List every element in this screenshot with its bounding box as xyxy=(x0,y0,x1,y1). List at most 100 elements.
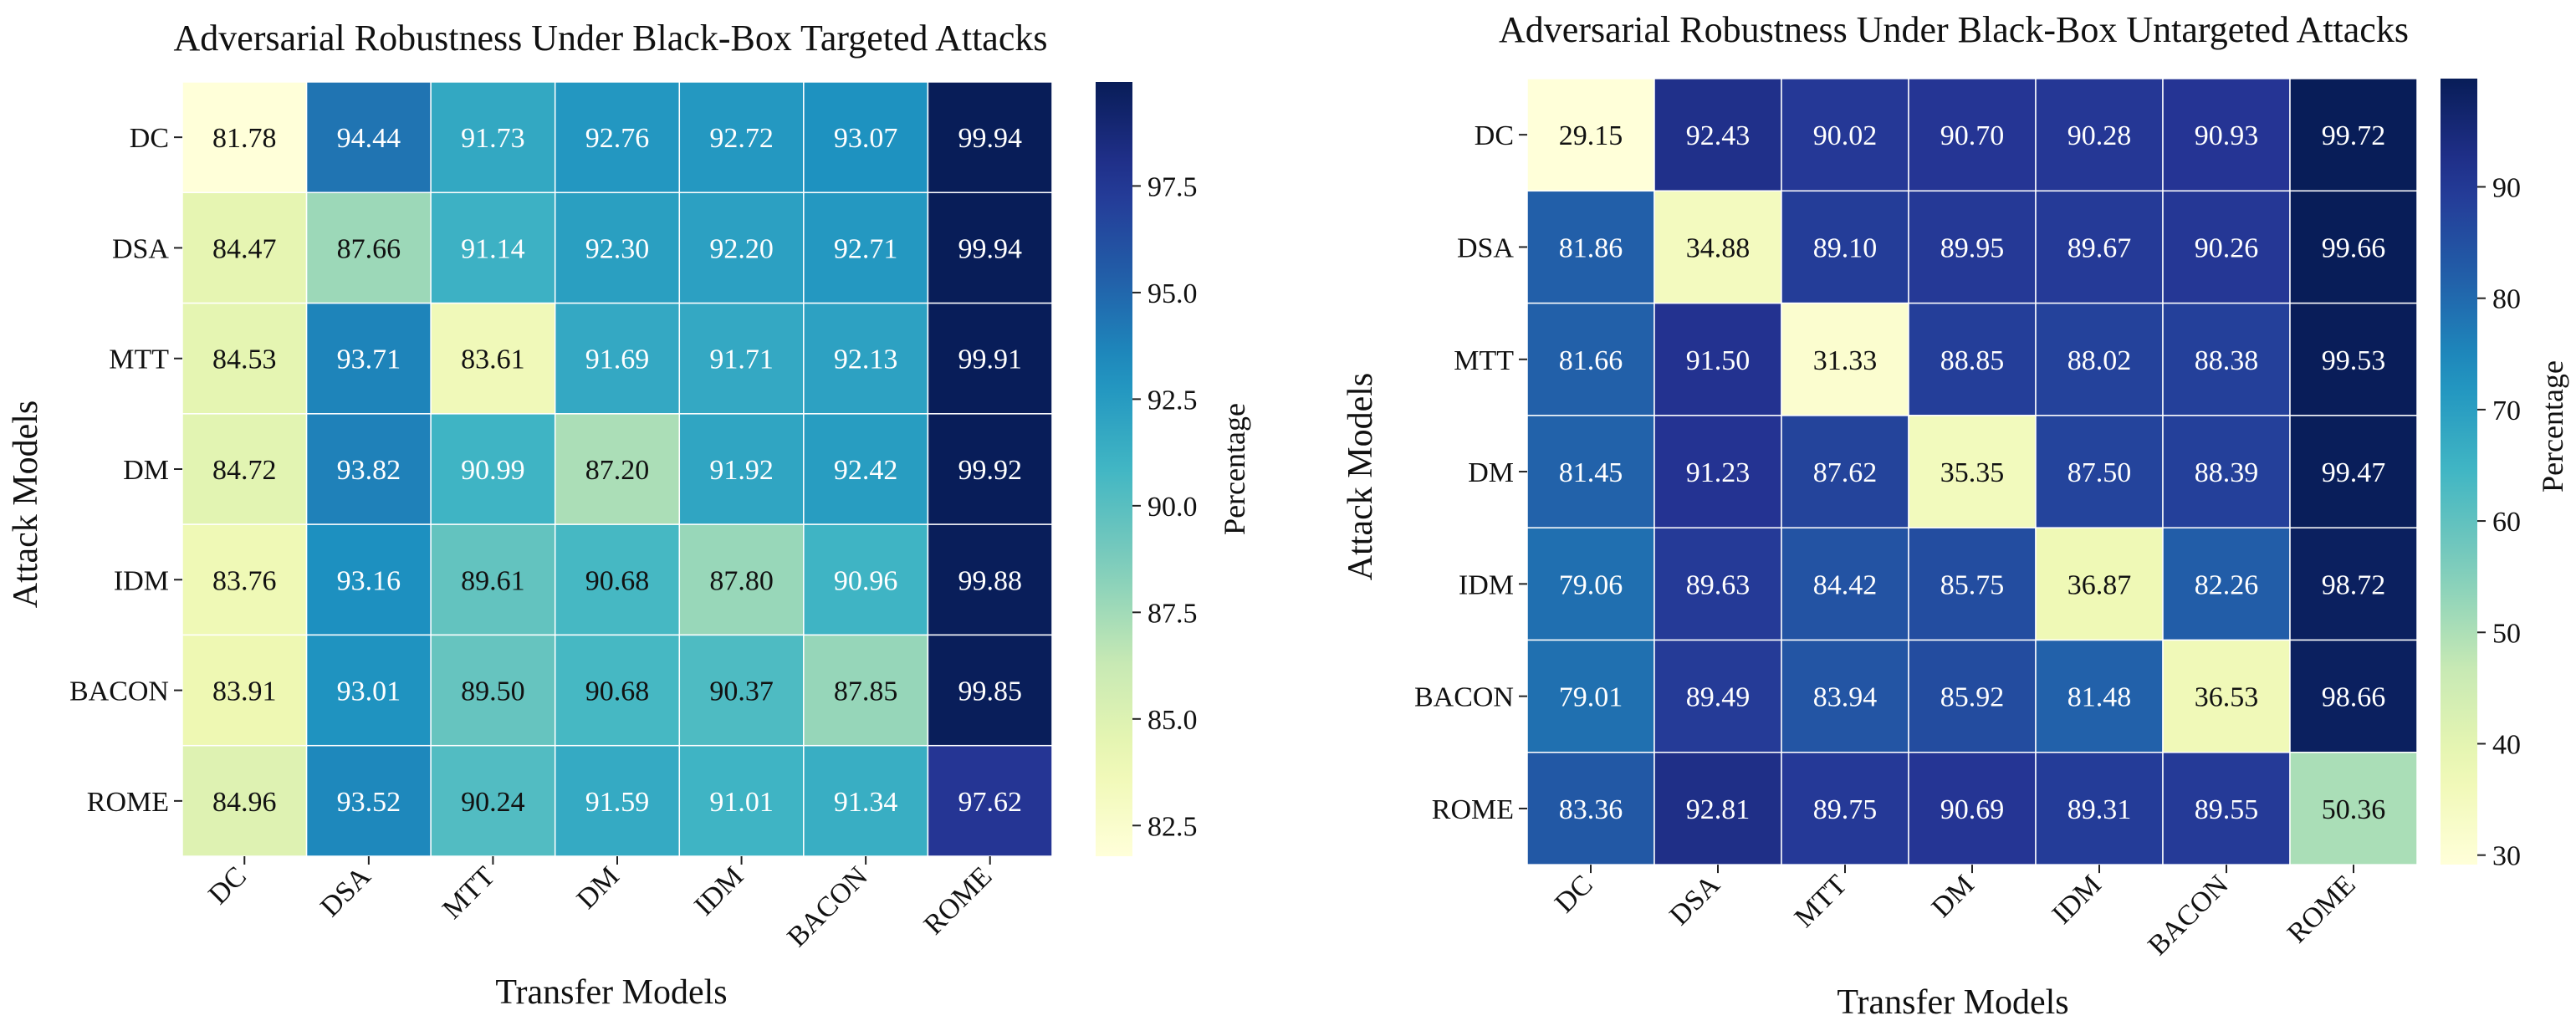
colorbar-tick-label: 95.0 xyxy=(1147,278,1198,309)
heatmap-targeted: Adversarial Robustness Under Black-Box T… xyxy=(7,18,1251,1012)
cell-value-label: 36.53 xyxy=(2195,682,2259,713)
y-tick-label: DM xyxy=(1468,457,1514,488)
heatmap-cells: 29.15 92.43 90.02 90.70 90.28 90.93 99.72 81.86… xyxy=(1526,78,2418,865)
x-tick-label: ROME xyxy=(918,860,999,941)
cell-value-label: 90.69 xyxy=(1940,794,2005,825)
heatmap-cell xyxy=(678,191,805,304)
heatmap-cell xyxy=(181,302,308,415)
heatmap-cell xyxy=(305,634,432,747)
cell-value-label: 83.76 xyxy=(212,565,277,596)
heatmap-untargeted: Adversarial Robustness Under Black-Box U… xyxy=(1342,9,2569,1022)
y-tick-label: DC xyxy=(130,123,169,154)
heatmap-cell xyxy=(1908,527,2037,641)
heatmap-cell xyxy=(1653,78,1782,192)
cell-value-label: 84.47 xyxy=(212,233,277,264)
heatmap-cell xyxy=(2162,78,2291,192)
y-tick-label: BACON xyxy=(69,676,169,707)
cell-value-label: 87.62 xyxy=(1813,457,1878,488)
heatmap-cell xyxy=(430,302,556,415)
colorbar-tick-label: 87.5 xyxy=(1147,598,1198,629)
cell-value-label: 98.72 xyxy=(2322,569,2386,600)
cell-value-label: 89.67 xyxy=(2067,232,2132,263)
x-tick-label: ROME xyxy=(2282,870,2362,950)
colorbar-tick-label: 50 xyxy=(2492,618,2521,649)
heatmap-cell xyxy=(2035,190,2164,304)
heatmap-cell xyxy=(803,744,929,857)
heatmap-cell xyxy=(1526,527,1655,641)
heatmap-cell xyxy=(181,634,308,747)
cell-value-label: 91.73 xyxy=(461,123,525,154)
y-tick-labels: DC DSA MTT DM IDM BACON ROME xyxy=(1414,120,1527,825)
cell-value-label: 83.61 xyxy=(461,344,525,375)
cell-value-label: 90.70 xyxy=(1940,120,2005,151)
heatmap-cell xyxy=(1653,639,1782,753)
cell-value-label: 99.53 xyxy=(2322,345,2386,376)
cell-value-label: 90.99 xyxy=(461,455,525,486)
cell-value-label: 99.92 xyxy=(958,455,1022,486)
heatmap-cell xyxy=(2289,78,2418,192)
cell-value-label: 81.78 xyxy=(212,123,277,154)
heatmap-cell xyxy=(181,413,308,525)
cell-value-label: 82.26 xyxy=(2195,569,2259,600)
cell-value-label: 81.45 xyxy=(1559,457,1623,488)
heatmap-cell xyxy=(554,302,681,415)
x-axis-label: Transfer Models xyxy=(1837,983,2068,1022)
cell-value-label: 99.94 xyxy=(958,123,1022,154)
heatmap-cell xyxy=(181,744,308,857)
heatmap-cell xyxy=(430,81,556,194)
heatmap-cell xyxy=(803,302,929,415)
colorbar-tick-label: 80 xyxy=(2492,284,2521,315)
heatmap-cell xyxy=(2289,752,2418,865)
x-tick-label: MTT xyxy=(437,860,501,925)
cell-value-label: 99.85 xyxy=(958,676,1022,707)
cell-value-label: 88.38 xyxy=(2195,345,2259,376)
heatmap-cell xyxy=(678,302,805,415)
cell-value-label: 90.93 xyxy=(2195,120,2259,151)
cell-value-label: 87.50 xyxy=(2067,457,2132,488)
y-axis-label: Attack Models xyxy=(1342,373,1380,580)
cell-value-label: 90.37 xyxy=(709,676,774,707)
cell-value-label: 92.71 xyxy=(834,233,898,264)
heatmap-cell xyxy=(1526,415,1655,528)
cell-value-label: 98.66 xyxy=(2322,682,2386,713)
cell-value-label: 89.55 xyxy=(2195,794,2259,825)
cell-value-label: 91.59 xyxy=(585,787,650,818)
cell-value-label: 83.91 xyxy=(212,676,277,707)
colorbar-tick-label: 90 xyxy=(2492,172,2521,203)
y-tick-label: DM xyxy=(123,455,169,486)
cell-value-label: 85.92 xyxy=(1940,682,2005,713)
heatmap-cell xyxy=(2289,639,2418,753)
heatmap-cell xyxy=(2289,527,2418,641)
y-tick-label: BACON xyxy=(1414,682,1514,713)
cell-value-label: 89.63 xyxy=(1686,569,1751,600)
cell-value-label: 90.96 xyxy=(834,565,898,596)
colorbar-label: Percentage xyxy=(2536,360,2569,492)
cell-value-label: 81.86 xyxy=(1559,232,1623,263)
heatmap-cell xyxy=(927,744,1053,857)
cell-value-label: 90.28 xyxy=(2067,120,2132,151)
cell-value-label: 99.88 xyxy=(958,565,1022,596)
x-tick-label: DM xyxy=(1926,870,1981,924)
heatmap-cell xyxy=(678,634,805,747)
cell-value-label: 89.31 xyxy=(2067,794,2132,825)
cell-value-label: 99.47 xyxy=(2322,457,2386,488)
heatmap-cell xyxy=(554,744,681,857)
cell-value-label: 93.07 xyxy=(834,123,898,154)
cell-value-label: 90.68 xyxy=(585,565,650,596)
cell-value-label: 92.42 xyxy=(834,455,898,486)
cell-value-label: 87.85 xyxy=(834,676,898,707)
heatmap-cell xyxy=(2162,415,2291,528)
x-tick-label: DSA xyxy=(1664,869,1726,931)
heatmap-cell xyxy=(554,81,681,194)
cell-value-label: 97.62 xyxy=(958,787,1022,818)
cell-value-label: 99.91 xyxy=(958,344,1022,375)
cell-value-label: 31.33 xyxy=(1813,345,1878,376)
heatmap-cell xyxy=(305,81,432,194)
heatmap-cell xyxy=(1526,190,1655,304)
cell-value-label: 89.95 xyxy=(1940,232,2005,263)
cell-value-label: 90.02 xyxy=(1813,120,1878,151)
colorbar-tick-label: 60 xyxy=(2492,507,2521,538)
x-tick-label: BACON xyxy=(2142,870,2234,962)
heatmap-cell xyxy=(927,191,1053,304)
heatmap-cell xyxy=(2289,190,2418,304)
